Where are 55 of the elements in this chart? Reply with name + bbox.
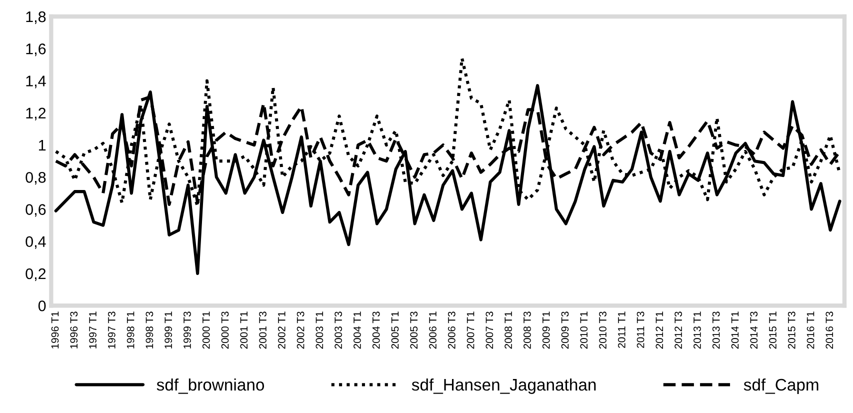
x-tick-label: 1997 T3 (108, 312, 116, 348)
x-tick-label: 2015 T1 (769, 312, 776, 349)
x-tick-label: 2015 T3 (788, 312, 796, 349)
y-tick-label: 0,6 (26, 204, 46, 217)
legend-label: sdf_browniano (156, 378, 264, 394)
x-tick-label: 2011 T3 (636, 312, 644, 348)
x-tick-label: 2004 T3 (372, 312, 380, 349)
x-tick-label: 2001 T1 (240, 312, 248, 349)
x-tick-label: 2006 T1 (429, 312, 436, 349)
x-tick-label: 2008 T3 (524, 312, 531, 349)
y-tick-label: 0 (38, 300, 46, 312)
y-tick-label: 1 (38, 140, 46, 151)
x-tick-label: 2009 T3 (561, 312, 569, 349)
x-tick-label: 1996 T3 (70, 312, 78, 348)
x-tick-label: 1997 T1 (89, 312, 96, 348)
y-tick-label: 0,2 (26, 268, 46, 281)
x-tick-label: 1998 T1 (126, 312, 134, 348)
x-tick-label: 2013 T3 (712, 312, 720, 349)
x-tick-label: 2009 T1 (542, 312, 550, 349)
x-tick-label: 2007 T1 (466, 312, 474, 349)
x-tick-label: 1999 T1 (164, 312, 172, 348)
y-tick-label: 1,6 (26, 44, 46, 56)
x-tick-label: 2000 T1 (202, 312, 210, 349)
x-tick-label: 2011 T1 (618, 312, 626, 348)
x-tick-label: 2012 T3 (674, 312, 682, 349)
x-tick-label: 2014 T1 (731, 312, 739, 349)
x-tick-label: 2005 T3 (410, 312, 418, 349)
x-tick-label: 2016 T1 (806, 312, 814, 349)
x-tick-label: 2013 T1 (694, 312, 701, 349)
y-tick-label: 1,8 (26, 11, 46, 24)
y-tick-label: 0,4 (26, 236, 46, 249)
x-tick-label: 2003 T3 (334, 312, 342, 349)
x-tick-label: 2001 T3 (259, 312, 266, 349)
x-tick-label: 2008 T1 (504, 312, 512, 349)
x-tick-label: 1998 T3 (146, 312, 154, 348)
x-tick-label: 2006 T3 (448, 312, 456, 349)
x-tick-label: 2010 T3 (599, 312, 606, 349)
x-tick-label: 2012 T1 (656, 312, 664, 349)
x-tick-label: 2004 T1 (354, 312, 361, 349)
x-tick-label: 2000 T3 (221, 312, 229, 349)
x-tick-label: 2014 T3 (750, 312, 758, 349)
x-tick-label: 1996 T1 (51, 312, 59, 348)
x-tick-label: 1999 T3 (184, 312, 191, 348)
x-tick-label: 2002 T1 (278, 312, 286, 349)
y-tick-label: 0,8 (26, 172, 46, 185)
x-tick-label: 2007 T3 (486, 312, 494, 349)
x-tick-label: 2003 T1 (316, 312, 324, 349)
x-tick-label: 2005 T1 (391, 312, 399, 349)
legend-label: sdf_Hansen_Jaganathan (412, 378, 596, 394)
x-tick-label: 2002 T3 (296, 312, 304, 349)
legend-label: sdf_Capm (744, 378, 818, 394)
y-tick-label: 1,2 (26, 108, 46, 120)
y-tick-label: 1,4 (26, 76, 46, 88)
x-tick-label: 2016 T3 (826, 312, 834, 349)
x-tick-label: 2010 T1 (580, 312, 588, 349)
